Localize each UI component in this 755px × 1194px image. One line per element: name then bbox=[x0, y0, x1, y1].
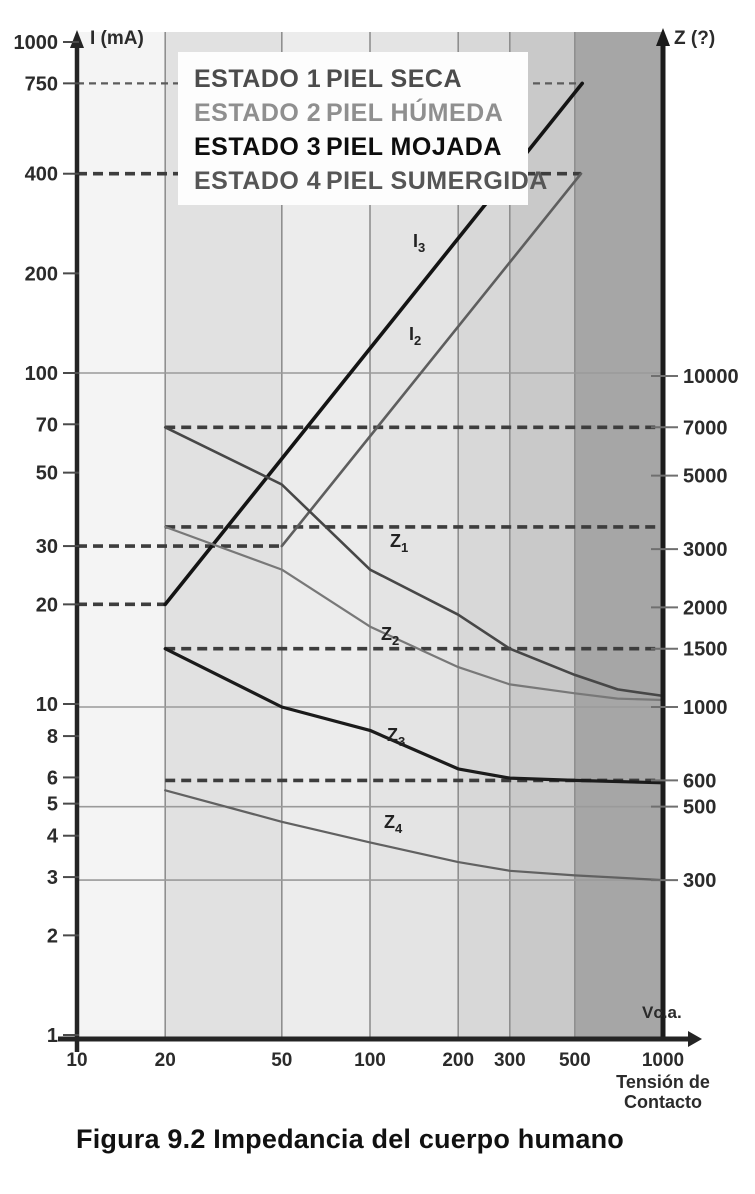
x-axis-unit-label: Vc.a. bbox=[642, 1003, 682, 1022]
left-axis-tick-label-8: 8 bbox=[47, 726, 58, 748]
curve-Z4 bbox=[164, 789, 665, 882]
right-axis-tick-label-1000: 1000 bbox=[683, 697, 728, 719]
right-axis-tick-label-1500: 1500 bbox=[683, 639, 728, 661]
legend-item-estado-1: ESTADO 1 PIEL SECA bbox=[194, 62, 528, 96]
left-axis-tick-label-2: 2 bbox=[47, 925, 58, 947]
figure-caption: Figura 9.2 Impedancia del cuerpo humano bbox=[76, 1124, 624, 1154]
legend-item-estado-4: ESTADO 4 PIEL SUMERGIDA bbox=[194, 164, 547, 198]
x-axis-tick-label-500: 500 bbox=[559, 1050, 591, 1071]
left-axis-tick-label-100: 100 bbox=[25, 363, 58, 385]
left-axis-tick-label-1: 1 bbox=[47, 1025, 58, 1047]
left-axis-tick-label-5: 5 bbox=[47, 794, 58, 816]
left-axis-tick-label-70: 70 bbox=[36, 414, 58, 436]
curve-Z1 bbox=[163, 425, 665, 698]
left-axis-tick-label-10: 10 bbox=[36, 694, 58, 716]
left-axis-tick-label-4: 4 bbox=[47, 826, 59, 848]
x-axis-arrow-icon bbox=[688, 1031, 702, 1047]
legend-estado-2-label: ESTADO 2 bbox=[194, 99, 322, 127]
curve-label-I2: I2 bbox=[409, 324, 421, 348]
right-axis-tick-label-7000: 7000 bbox=[683, 417, 728, 439]
curve-Z2 bbox=[164, 525, 665, 702]
x-axis-title-line-2: Contacto bbox=[624, 1092, 702, 1112]
chart-legend: ESTADO 1 PIEL SECA ESTADO 2 PIEL HÚMEDA … bbox=[178, 52, 547, 205]
x-axis-title-line-1: Tensión de bbox=[616, 1072, 710, 1092]
curve-Z3 bbox=[163, 647, 665, 785]
curve-label-Z2: Z2 bbox=[381, 624, 399, 648]
right-axis-tick-label-3000: 3000 bbox=[683, 539, 728, 561]
legend-estado-3-label: ESTADO 3 bbox=[194, 133, 322, 161]
legend-estado-1-skin: PIEL SECA bbox=[326, 65, 463, 93]
left-axis-tick-label-20: 20 bbox=[36, 594, 58, 616]
right-axis-title: Z (?) bbox=[674, 28, 715, 49]
curve-label-Z1: Z1 bbox=[390, 531, 408, 555]
plot-band bbox=[574, 32, 663, 1039]
left-axis-tick-label-200: 200 bbox=[25, 263, 58, 285]
left-axis-tick-label-750: 750 bbox=[25, 73, 58, 95]
left-axis-tick-label-3: 3 bbox=[47, 867, 58, 889]
left-axis-arrow-icon bbox=[70, 30, 84, 48]
x-axis-tick-label-50: 50 bbox=[271, 1050, 292, 1071]
legend-estado-3-skin: PIEL MOJADA bbox=[326, 133, 502, 161]
left-axis-tick-label-400: 400 bbox=[25, 164, 58, 186]
legend-estado-4-label: ESTADO 4 bbox=[194, 167, 322, 195]
right-axis-tick-label-10000: 10000 bbox=[683, 366, 739, 388]
legend-item-estado-3: ESTADO 3 PIEL MOJADA bbox=[194, 130, 528, 164]
legend-estado-2-skin: PIEL HÚMEDA bbox=[326, 99, 504, 127]
legend-estado-1-label: ESTADO 1 bbox=[194, 65, 322, 93]
legend-estado-4-skin: PIEL SUMERGIDA bbox=[326, 167, 548, 195]
right-axis-tick-label-5000: 5000 bbox=[683, 466, 728, 488]
right-axis-tick-label-2000: 2000 bbox=[683, 597, 728, 619]
right-axis-tick-label-600: 600 bbox=[683, 770, 716, 792]
curve-label-Z4: Z4 bbox=[384, 812, 403, 836]
right-axis-tick-label-300: 300 bbox=[683, 870, 716, 892]
legend-item-estado-2: ESTADO 2 PIEL HÚMEDA bbox=[194, 96, 528, 130]
left-axis-tick-label-6: 6 bbox=[47, 767, 58, 789]
x-axis-tick-label-300: 300 bbox=[494, 1050, 526, 1071]
curve-label-I3: I3 bbox=[413, 231, 425, 255]
left-axis-title: I (mA) bbox=[90, 28, 144, 49]
right-axis-tick-label-500: 500 bbox=[683, 797, 716, 819]
x-axis-tick-label-20: 20 bbox=[155, 1050, 176, 1071]
x-axis-tick-label-10: 10 bbox=[66, 1050, 87, 1071]
x-axis-tick-label-200: 200 bbox=[442, 1050, 474, 1071]
left-axis-tick-label-1000: 1000 bbox=[14, 32, 59, 54]
x-axis-tick-label-1000: 1000 bbox=[642, 1050, 684, 1071]
curve-I2 bbox=[280, 172, 583, 548]
curve-label-Z3: Z3 bbox=[387, 725, 405, 749]
left-axis-tick-label-30: 30 bbox=[36, 536, 58, 558]
right-axis-arrow-icon bbox=[656, 28, 670, 46]
left-axis-tick-label-50: 50 bbox=[36, 463, 58, 485]
plot-band bbox=[77, 32, 166, 1039]
x-axis-tick-label-100: 100 bbox=[354, 1050, 386, 1071]
